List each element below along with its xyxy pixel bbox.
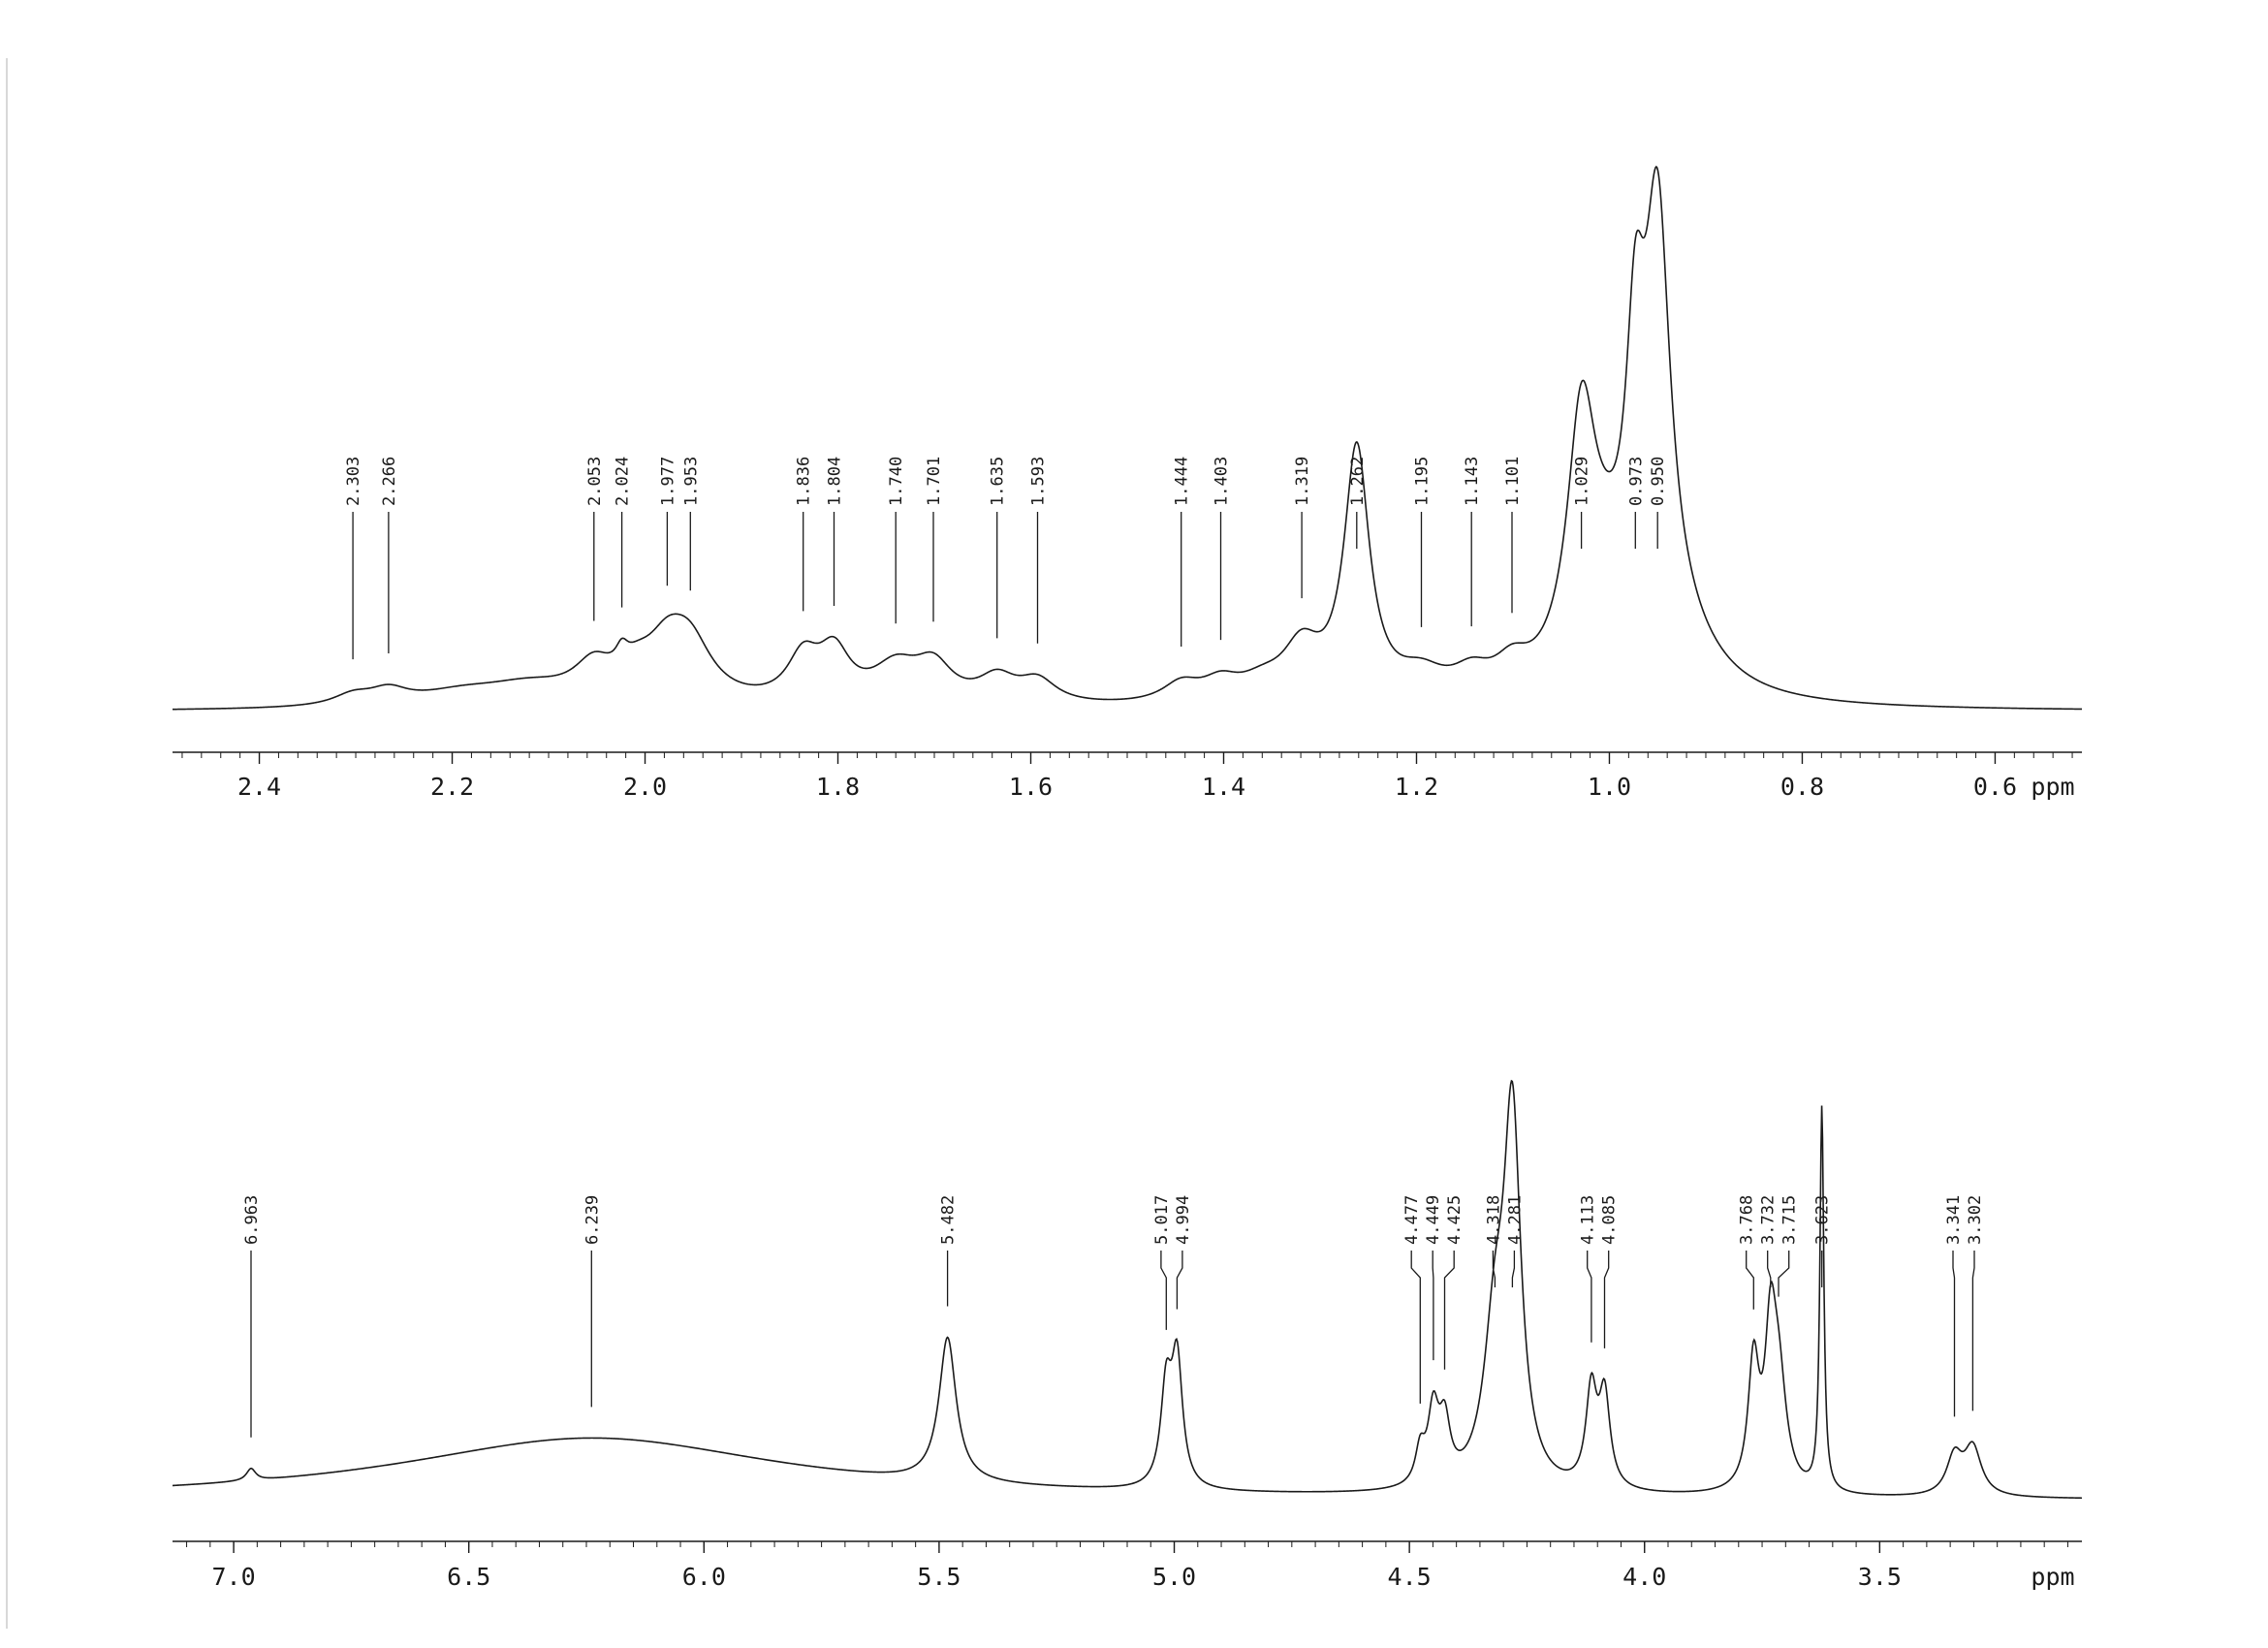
x-tick-label: 1.4 xyxy=(1202,773,1245,801)
x-tick-label: 5.0 xyxy=(1152,1563,1196,1591)
peak-label: 1.804 xyxy=(826,457,845,506)
peak-label: 4.113 xyxy=(1579,1195,1598,1245)
peak-label: 1.262 xyxy=(1348,457,1368,506)
x-tick-label: 6.0 xyxy=(682,1563,726,1591)
x-axis-unit-label: ppm xyxy=(2031,773,2074,801)
peak-label: 6.963 xyxy=(242,1195,262,1245)
peak-label: 4.425 xyxy=(1445,1195,1465,1245)
peak-label: 1.635 xyxy=(989,457,1008,506)
x-tick-label: 0.6 xyxy=(1973,773,2017,801)
peak-label: 4.085 xyxy=(1600,1195,1620,1245)
spectrum-panel-bottom: 7.0 6.5 6.0 5.5 5.0 4.5 4.0 3.5 ppm 6.963 6.239 5.4… xyxy=(172,1079,2083,1591)
x-tick-label: 6.5 xyxy=(447,1563,490,1591)
peak-label: 5.482 xyxy=(939,1195,959,1245)
peak-label: 2.053 xyxy=(585,457,605,506)
x-tick-label: 1.2 xyxy=(1395,773,1438,801)
peak-label: 1.953 xyxy=(681,457,701,506)
peak-label: 1.143 xyxy=(1463,457,1482,506)
peak-label: 3.732 xyxy=(1759,1195,1779,1245)
peak-label: 3.341 xyxy=(1944,1195,1964,1245)
peak-marker-line xyxy=(1176,1251,1183,1310)
peak-label: 1.101 xyxy=(1503,457,1523,506)
x-tick-label: 1.8 xyxy=(816,773,860,801)
spectrum-line xyxy=(172,165,2083,711)
peak-label: 4.477 xyxy=(1402,1195,1422,1245)
page-edge-line xyxy=(6,58,8,1629)
peak-label: 1.444 xyxy=(1173,457,1192,506)
spectrum-panel-top: 2.4 2.2 2.0 1.8 1.6 1.4 1.2 1.0 0.8 0.6 ppm 2.303 2.… xyxy=(172,165,2083,801)
x-tick-label: 7.0 xyxy=(212,1563,256,1591)
peak-label: 1.836 xyxy=(795,457,814,506)
peak-label: 3.302 xyxy=(1966,1195,1985,1245)
peak-label: 1.593 xyxy=(1029,457,1049,506)
peak-label: 2.266 xyxy=(380,457,399,506)
peak-label: 0.950 xyxy=(1649,457,1668,506)
peak-marker-line xyxy=(1952,1251,1956,1417)
peak-label: 3.768 xyxy=(1738,1195,1757,1245)
peak-label: 1.319 xyxy=(1293,457,1312,506)
x-tick-label: 5.5 xyxy=(917,1563,961,1591)
peak-label: 2.024 xyxy=(614,457,633,506)
x-tick-label: 2.2 xyxy=(430,773,474,801)
peak-marker-line xyxy=(1410,1251,1421,1404)
peak-label: 4.994 xyxy=(1174,1195,1193,1245)
peak-marker-line xyxy=(1587,1251,1592,1343)
peak-label: 1.701 xyxy=(925,457,944,506)
peak-marker-line xyxy=(1492,1251,1496,1287)
peak-label: 1.195 xyxy=(1413,457,1433,506)
peak-label: 4.281 xyxy=(1505,1195,1525,1245)
x-tick-label: 0.8 xyxy=(1780,773,1824,801)
spectrum-line xyxy=(172,1079,2083,1500)
peak-marker-line xyxy=(1160,1251,1167,1330)
x-tick-label: 1.6 xyxy=(1009,773,1053,801)
x-tick-label: 3.5 xyxy=(1858,1563,1902,1591)
x-tick-label: 2.4 xyxy=(237,773,281,801)
peak-label: 1.977 xyxy=(658,457,677,506)
peak-marker-line xyxy=(1603,1251,1610,1348)
peak-label: 3.715 xyxy=(1780,1195,1800,1245)
x-tick-label: 1.0 xyxy=(1588,773,1631,801)
peak-label: 5.017 xyxy=(1152,1195,1172,1245)
peak-label: 4.449 xyxy=(1424,1195,1443,1245)
peak-label: 4.318 xyxy=(1484,1195,1503,1245)
x-tick-label: 2.0 xyxy=(623,773,667,801)
peak-marker-line xyxy=(1971,1251,1975,1411)
peak-marker-line xyxy=(1767,1251,1772,1287)
peak-label: 1.403 xyxy=(1213,457,1232,506)
x-tick-label: 4.5 xyxy=(1388,1563,1432,1591)
peak-label: 1.740 xyxy=(887,457,906,506)
peak-label: 1.029 xyxy=(1573,457,1592,506)
peak-label: 3.623 xyxy=(1813,1195,1833,1245)
peak-marker-line xyxy=(1443,1251,1455,1370)
peak-marker-line xyxy=(1746,1251,1754,1310)
x-axis-unit-label: ppm xyxy=(2031,1563,2074,1591)
x-tick-label: 4.0 xyxy=(1622,1563,1666,1591)
peak-label: 0.973 xyxy=(1626,457,1646,506)
peak-marker-line xyxy=(1778,1251,1790,1297)
peak-label: 2.303 xyxy=(344,457,363,506)
peak-label: 6.239 xyxy=(583,1195,602,1245)
peak-marker-line xyxy=(1511,1251,1516,1287)
